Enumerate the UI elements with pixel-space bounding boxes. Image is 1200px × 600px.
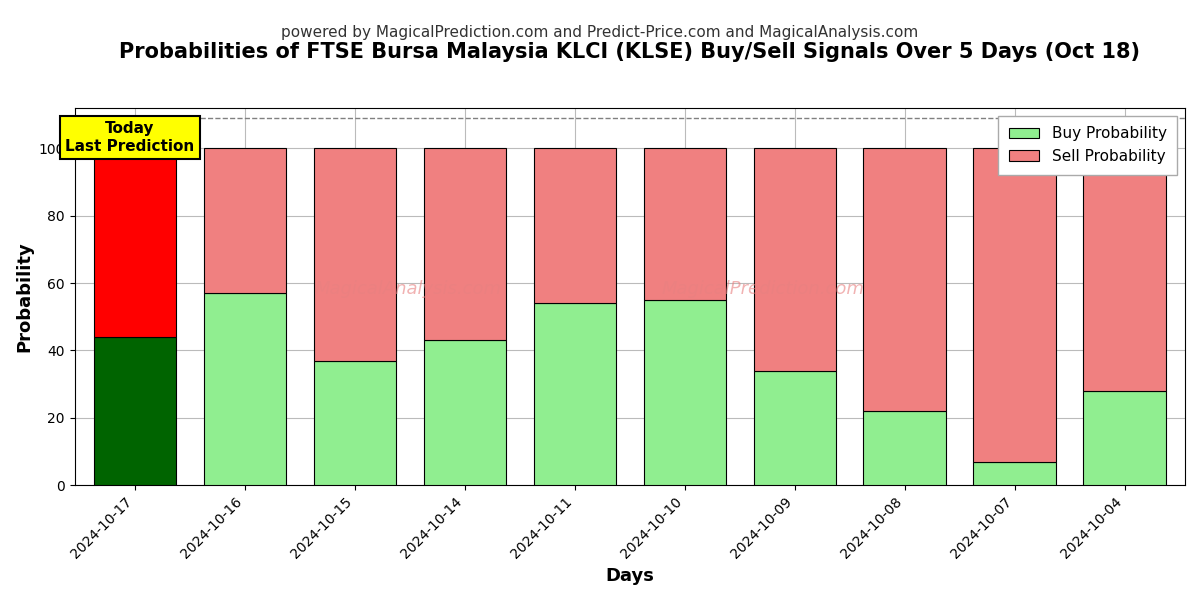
Bar	[313, 148, 396, 361]
Bar	[534, 304, 616, 485]
Y-axis label: Probability: Probability	[16, 241, 34, 352]
Title: Probabilities of FTSE Bursa Malaysia KLCI (KLSE) Buy/Sell Signals Over 5 Days (O: Probabilities of FTSE Bursa Malaysia KLC…	[119, 42, 1140, 62]
Bar	[534, 148, 616, 304]
X-axis label: Days: Days	[605, 567, 654, 585]
Text: MagicalAnalysis.com: MagicalAnalysis.com	[314, 280, 502, 298]
Bar	[204, 293, 287, 485]
Bar	[754, 371, 836, 485]
Bar	[1084, 391, 1165, 485]
Bar	[643, 300, 726, 485]
Bar	[754, 148, 836, 371]
Legend: Buy Probability, Sell Probability: Buy Probability, Sell Probability	[998, 116, 1177, 175]
Text: Today
Last Prediction: Today Last Prediction	[65, 121, 194, 154]
Bar	[424, 340, 506, 485]
Bar	[864, 148, 946, 411]
Bar	[864, 411, 946, 485]
Bar	[973, 461, 1056, 485]
Bar	[94, 148, 176, 337]
Text: powered by MagicalPrediction.com and Predict-Price.com and MagicalAnalysis.com: powered by MagicalPrediction.com and Pre…	[281, 25, 919, 40]
Bar	[424, 148, 506, 340]
Text: MagicalPrediction.com: MagicalPrediction.com	[661, 280, 864, 298]
Bar	[204, 148, 287, 293]
Bar	[94, 337, 176, 485]
Bar	[643, 148, 726, 300]
Bar	[313, 361, 396, 485]
Bar	[1084, 148, 1165, 391]
Bar	[973, 148, 1056, 461]
